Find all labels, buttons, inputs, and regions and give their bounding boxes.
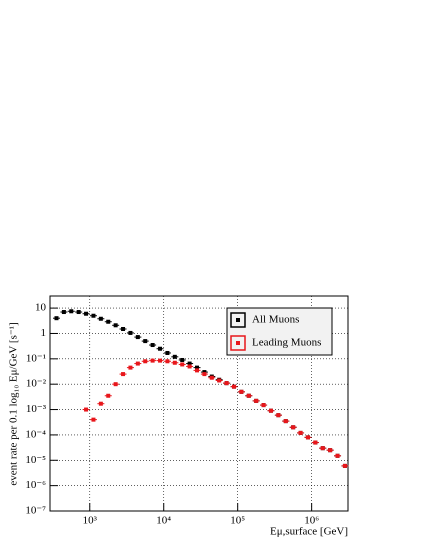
marker [158, 346, 163, 351]
marker [328, 448, 333, 453]
marker [202, 372, 207, 377]
marker [106, 393, 111, 398]
x-tick-label: 10⁵ [230, 515, 245, 527]
marker [231, 384, 236, 389]
marker [121, 372, 126, 377]
marker [298, 430, 303, 435]
marker [320, 446, 325, 451]
marker [172, 360, 177, 365]
marker [276, 413, 281, 418]
marker [254, 398, 259, 403]
marker [165, 350, 170, 355]
marker [335, 453, 340, 458]
marker [113, 382, 118, 387]
legend-frame [230, 312, 246, 328]
marker [187, 364, 192, 369]
marker [106, 319, 111, 324]
marker [291, 425, 296, 430]
marker [135, 361, 140, 366]
legend-label: Leading Muons [252, 337, 321, 349]
marker [91, 313, 96, 318]
marker [128, 365, 133, 370]
marker [342, 463, 347, 468]
x-tick-label: 10³ [83, 515, 98, 527]
marker [98, 401, 103, 406]
y-tick-label: 10 [35, 302, 47, 314]
marker [202, 370, 207, 375]
marker [209, 375, 214, 380]
marker [143, 339, 148, 344]
marker [61, 310, 66, 315]
marker [84, 407, 89, 412]
marker [195, 368, 200, 373]
marker [305, 435, 310, 440]
marker [128, 330, 133, 335]
legend-marker [236, 341, 240, 345]
x-tick-label: 10⁴ [156, 515, 171, 527]
y-tick-label: 10⁻³ [26, 403, 47, 415]
y-axis-label: event rate per 0.1 log₁₀ Eμ/GeV [s⁻¹] [8, 322, 20, 485]
marker [150, 358, 155, 363]
plot-frame [49, 295, 349, 512]
marker [224, 381, 229, 386]
marker [121, 326, 126, 331]
x-tick-label: 10⁶ [304, 515, 319, 527]
y-tick-label: 10⁻⁶ [25, 479, 46, 491]
marker [91, 417, 96, 422]
marker [135, 335, 140, 340]
y-tick-label: 1 [41, 327, 47, 339]
y-tick-label: 10⁻² [26, 378, 47, 390]
marker [172, 354, 177, 359]
marker [158, 358, 163, 363]
legend-label: All Muons [252, 314, 299, 326]
y-tick-label: 10⁻¹ [26, 352, 46, 364]
marker [113, 323, 118, 328]
marker [54, 316, 59, 321]
marker [268, 408, 273, 413]
marker [76, 310, 81, 315]
marker [217, 378, 222, 383]
y-tick-label: 10⁻⁵ [25, 454, 46, 466]
marker [69, 309, 74, 314]
x-axis-label: Eμ,surface [GeV] [270, 526, 348, 538]
marker [313, 440, 318, 445]
legend-frame [230, 335, 246, 351]
marker [180, 362, 185, 367]
y-tick-label: 10⁻⁴ [25, 428, 46, 440]
marker [187, 361, 192, 366]
marker [84, 311, 89, 316]
marker [150, 343, 155, 348]
marker [165, 359, 170, 364]
marker [261, 403, 266, 408]
marker [98, 316, 103, 321]
marker [195, 365, 200, 370]
legend-marker [236, 318, 240, 322]
marker [239, 389, 244, 394]
marker [180, 357, 185, 362]
marker [143, 359, 148, 364]
marker [283, 419, 288, 424]
y-tick-label: 10⁻⁷ [25, 505, 46, 517]
marker [246, 393, 251, 398]
